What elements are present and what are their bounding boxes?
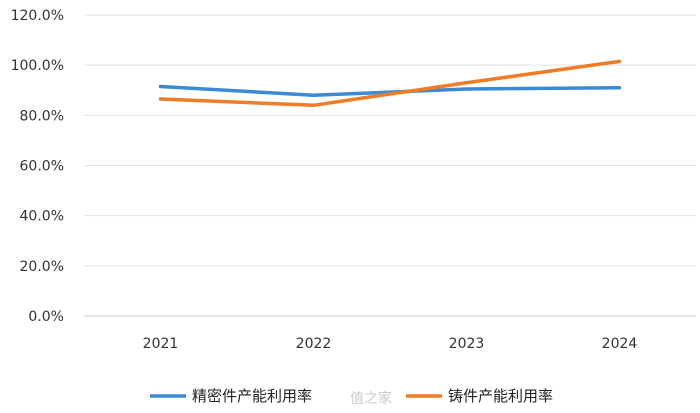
watermark-text: 值之家 bbox=[350, 390, 392, 407]
x-tick-label: 2024 bbox=[602, 336, 638, 352]
y-tick-label: 120.0% bbox=[11, 8, 64, 24]
x-axis-ticks: 2021 2022 2023 2024 bbox=[143, 336, 638, 352]
x-tick-label: 2022 bbox=[296, 336, 332, 352]
y-tick-label: 20.0% bbox=[20, 259, 64, 275]
x-tick-label: 2023 bbox=[449, 336, 485, 352]
legend: 精密件产能利用率 铸件产能利用率 bbox=[150, 387, 553, 405]
legend-label: 铸件产能利用率 bbox=[448, 387, 553, 405]
y-tick-label: 60.0% bbox=[20, 159, 64, 175]
series-line-1 bbox=[158, 84, 622, 98]
legend-label: 精密件产能利用率 bbox=[192, 387, 312, 405]
y-tick-label: 40.0% bbox=[20, 209, 64, 225]
y-tick-label: 80.0% bbox=[20, 108, 64, 124]
y-tick-label: 0.0% bbox=[28, 309, 64, 325]
series-line-2 bbox=[158, 59, 622, 108]
y-axis-ticks: 0.0% 20.0% 40.0% 60.0% 80.0% 100.0% 120.0% bbox=[11, 8, 64, 325]
series-lines bbox=[158, 59, 622, 108]
gridlines bbox=[84, 14, 696, 317]
x-tick-label: 2021 bbox=[143, 336, 179, 352]
y-tick-label: 100.0% bbox=[11, 58, 64, 74]
